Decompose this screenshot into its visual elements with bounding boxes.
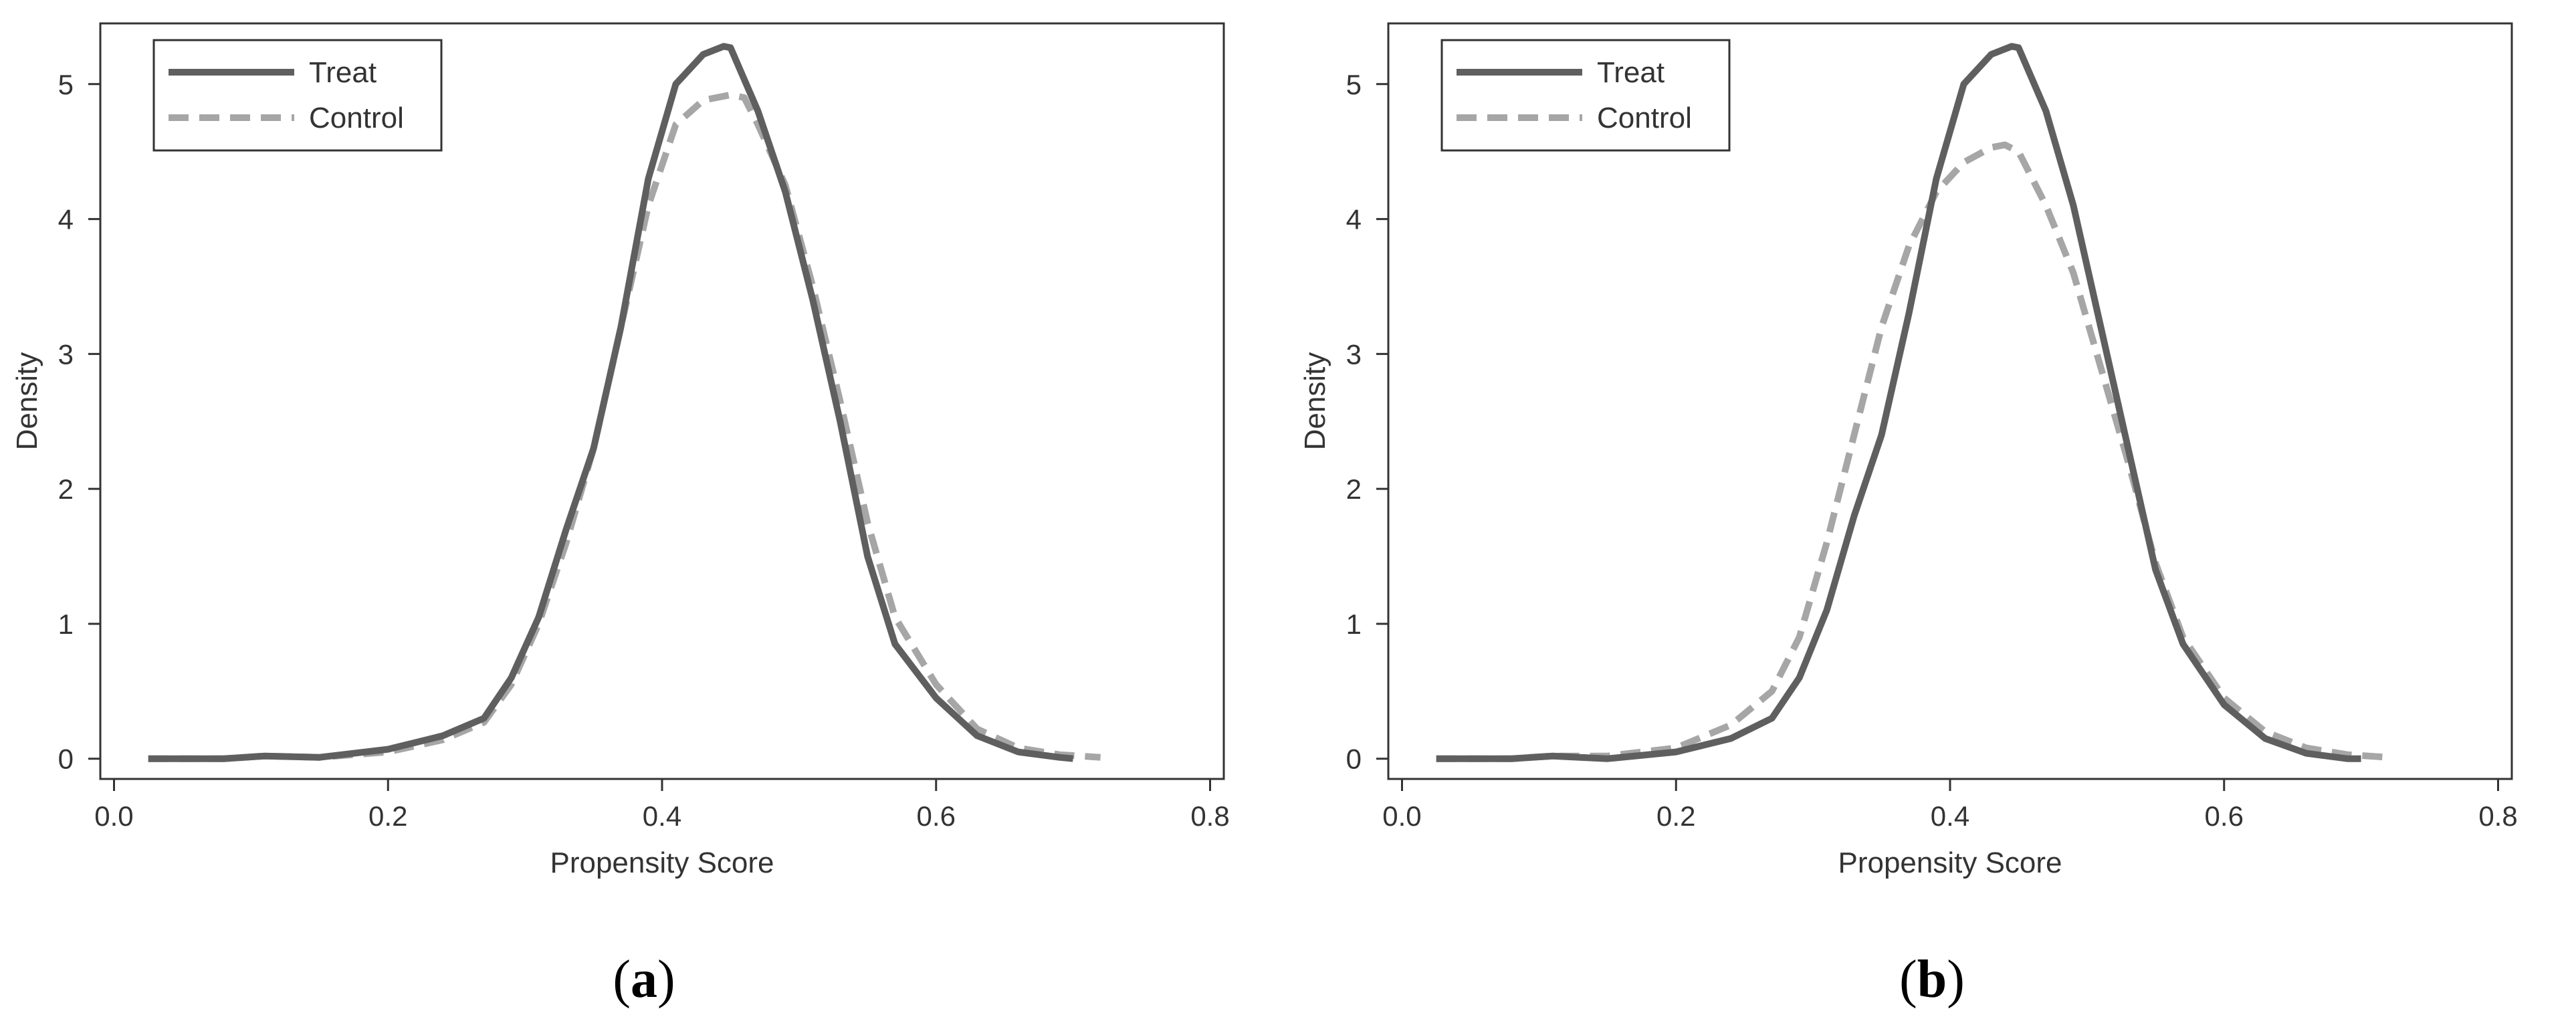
y-axis-title: Density: [1299, 352, 1331, 451]
y-tick-label: 2: [1346, 473, 1362, 505]
x-tick-label: 0.4: [643, 800, 681, 832]
density-chart-a: 0.0 0.2 0.4 0.6 0.8 0 1 2 3 4 5 Propensity Score Den…: [11, 22, 1230, 879]
y-axis-title: Density: [11, 352, 43, 451]
legend: Treat Control: [1440, 39, 1731, 152]
legend-box: [1440, 39, 1731, 152]
y-tick-label: 2: [58, 473, 74, 505]
y-tick-label: 4: [1346, 204, 1362, 235]
density-chart-b: 0.0 0.2 0.4 0.6 0.8 0 1 2 3 4 5 Propensity Score Den…: [1299, 22, 2518, 879]
x-tick-label: 0.8: [1190, 800, 1229, 832]
y-tick-label: 3: [1346, 338, 1362, 370]
y-tick-label: 5: [1346, 69, 1362, 100]
series-line-treat: [1436, 43, 2361, 762]
caption-letter: b: [1917, 950, 1947, 1009]
panel-caption-b: (b): [1899, 950, 1965, 1009]
y-tick-label: 3: [58, 338, 74, 370]
y-tick-label: 5: [58, 69, 74, 100]
panel-b: 0.0 0.2 0.4 0.6 0.8 0 1 2 3 4 5 Propensity Score Den…: [1288, 0, 2576, 1027]
legend-label: Treat: [1597, 56, 1665, 89]
series-line-treat: [148, 43, 1074, 762]
panel-caption-a: (a): [613, 950, 675, 1009]
y-tick-label: 0: [58, 744, 74, 775]
x-tick-label: 0.0: [1382, 800, 1421, 832]
caption-letter: a: [631, 950, 657, 1009]
y-tick-label: 4: [58, 204, 74, 235]
x-tick-label: 0.2: [1656, 800, 1695, 832]
x-axis-title: Propensity Score: [1838, 846, 2062, 879]
y-tick-label: 0: [1346, 744, 1362, 775]
x-tick-label: 0.2: [368, 800, 407, 832]
legend-box: [152, 39, 443, 152]
y-tick-label: 1: [1346, 608, 1362, 640]
series-line-control: [1436, 141, 2389, 762]
x-tick-label: 0.6: [2205, 800, 2244, 832]
panel-a: 0.0 0.2 0.4 0.6 0.8 0 1 2 3 4 5 Propensity Score Den…: [11, 22, 1230, 1009]
legend: Treat Control: [152, 39, 443, 152]
x-tick-label: 0.6: [917, 800, 956, 832]
x-tick-label: 0.4: [1931, 800, 1969, 832]
x-tick-label: 0.0: [94, 800, 133, 832]
series-line-control: [148, 91, 1101, 762]
legend-label: Control: [1597, 102, 1692, 134]
legend-label: Control: [309, 102, 404, 134]
y-tick-label: 1: [58, 608, 74, 640]
x-tick-label: 0.8: [2478, 800, 2517, 832]
legend-label: Treat: [309, 56, 377, 89]
x-axis-title: Propensity Score: [550, 846, 774, 879]
